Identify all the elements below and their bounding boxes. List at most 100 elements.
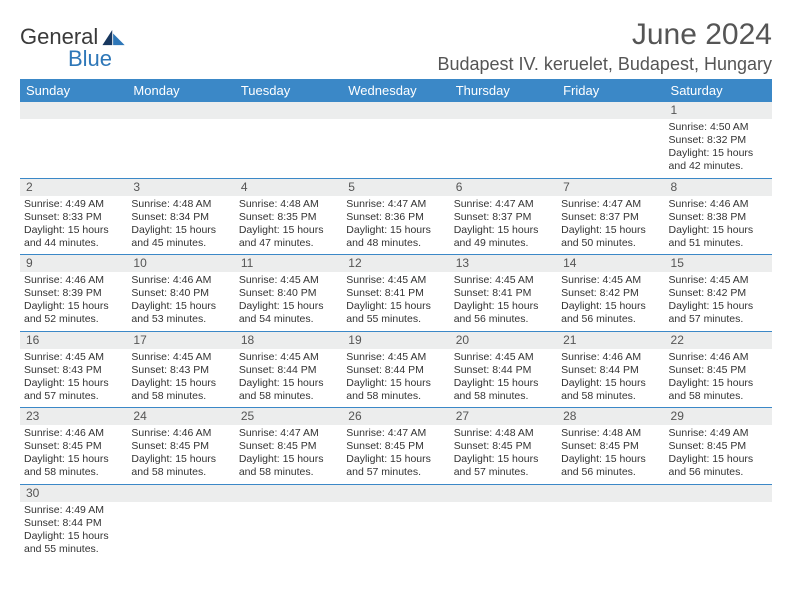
day-number-cell: 1 bbox=[665, 102, 772, 119]
weekday-header: Saturday bbox=[665, 79, 772, 102]
sunrise-text: Sunrise: 4:47 AM bbox=[239, 427, 319, 439]
sunset-text: Sunset: 8:44 PM bbox=[561, 364, 639, 376]
daylight-text: Daylight: 15 hours bbox=[346, 453, 431, 465]
day-number-cell: 4 bbox=[235, 178, 342, 196]
daylight-text-2: and 57 minutes. bbox=[346, 466, 421, 478]
day-detail-cell: Sunrise: 4:47 AMSunset: 8:37 PMDaylight:… bbox=[557, 196, 664, 255]
sunrise-text: Sunrise: 4:45 AM bbox=[24, 351, 104, 363]
calendar-table: SundayMondayTuesdayWednesdayThursdayFrid… bbox=[20, 79, 772, 560]
daylight-text-2: and 56 minutes. bbox=[561, 466, 636, 478]
sunset-text: Sunset: 8:45 PM bbox=[669, 364, 747, 376]
sunrise-text: Sunrise: 4:45 AM bbox=[454, 274, 534, 286]
day-detail-cell: Sunrise: 4:45 AMSunset: 8:41 PMDaylight:… bbox=[450, 272, 557, 331]
sunset-text: Sunset: 8:40 PM bbox=[131, 287, 209, 299]
sunrise-text: Sunrise: 4:46 AM bbox=[669, 351, 749, 363]
sunrise-text: Sunrise: 4:45 AM bbox=[346, 351, 426, 363]
day-number-cell bbox=[127, 102, 234, 119]
day-detail-cell: Sunrise: 4:45 AMSunset: 8:40 PMDaylight:… bbox=[235, 272, 342, 331]
daylight-text-2: and 58 minutes. bbox=[561, 390, 636, 402]
day-number-cell bbox=[342, 484, 449, 502]
day-number-cell bbox=[557, 484, 664, 502]
sunset-text: Sunset: 8:36 PM bbox=[346, 211, 424, 223]
day-detail-cell: Sunrise: 4:46 AMSunset: 8:44 PMDaylight:… bbox=[557, 349, 664, 408]
daylight-text-2: and 58 minutes. bbox=[346, 390, 421, 402]
day-number-cell: 29 bbox=[665, 408, 772, 426]
day-number-cell: 11 bbox=[235, 255, 342, 273]
sunrise-text: Sunrise: 4:46 AM bbox=[24, 274, 104, 286]
daylight-text-2: and 56 minutes. bbox=[669, 466, 744, 478]
daylight-text: Daylight: 15 hours bbox=[346, 300, 431, 312]
daylight-text: Daylight: 15 hours bbox=[239, 224, 324, 236]
title-block: June 2024 Budapest IV. keruelet, Budapes… bbox=[437, 18, 772, 75]
sunrise-text: Sunrise: 4:45 AM bbox=[346, 274, 426, 286]
day-number-cell: 21 bbox=[557, 331, 664, 349]
daylight-text-2: and 56 minutes. bbox=[561, 313, 636, 325]
day-number-cell bbox=[450, 102, 557, 119]
day-detail-cell bbox=[235, 119, 342, 178]
logo: GeneralBlue bbox=[20, 18, 127, 72]
day-detail-cell: Sunrise: 4:48 AMSunset: 8:45 PMDaylight:… bbox=[557, 425, 664, 484]
day-detail-cell: Sunrise: 4:49 AMSunset: 8:44 PMDaylight:… bbox=[20, 502, 127, 561]
sunset-text: Sunset: 8:34 PM bbox=[131, 211, 209, 223]
daylight-text-2: and 48 minutes. bbox=[346, 237, 421, 249]
day-number-cell: 25 bbox=[235, 408, 342, 426]
day-detail-cell: Sunrise: 4:46 AMSunset: 8:45 PMDaylight:… bbox=[127, 425, 234, 484]
day-number-cell: 23 bbox=[20, 408, 127, 426]
sunset-text: Sunset: 8:43 PM bbox=[131, 364, 209, 376]
weekday-header: Wednesday bbox=[342, 79, 449, 102]
day-number-cell: 24 bbox=[127, 408, 234, 426]
sunrise-text: Sunrise: 4:46 AM bbox=[131, 427, 211, 439]
sunset-text: Sunset: 8:44 PM bbox=[454, 364, 532, 376]
daylight-text: Daylight: 15 hours bbox=[24, 453, 109, 465]
sunset-text: Sunset: 8:45 PM bbox=[454, 440, 532, 452]
daylight-text: Daylight: 15 hours bbox=[239, 453, 324, 465]
daylight-text-2: and 47 minutes. bbox=[239, 237, 314, 249]
daylight-text-2: and 50 minutes. bbox=[561, 237, 636, 249]
sunrise-text: Sunrise: 4:49 AM bbox=[669, 427, 749, 439]
day-number-cell bbox=[557, 102, 664, 119]
day-detail-cell: Sunrise: 4:47 AMSunset: 8:45 PMDaylight:… bbox=[342, 425, 449, 484]
sunset-text: Sunset: 8:43 PM bbox=[24, 364, 102, 376]
sunset-text: Sunset: 8:38 PM bbox=[669, 211, 747, 223]
sunset-text: Sunset: 8:45 PM bbox=[561, 440, 639, 452]
daylight-text-2: and 53 minutes. bbox=[131, 313, 206, 325]
day-number-cell bbox=[665, 484, 772, 502]
day-number-cell: 26 bbox=[342, 408, 449, 426]
day-number-cell bbox=[235, 484, 342, 502]
day-number-cell: 5 bbox=[342, 178, 449, 196]
header: GeneralBlue June 2024 Budapest IV. kerue… bbox=[20, 18, 772, 75]
daylight-text: Daylight: 15 hours bbox=[454, 453, 539, 465]
day-detail-cell: Sunrise: 4:45 AMSunset: 8:44 PMDaylight:… bbox=[235, 349, 342, 408]
daylight-text-2: and 58 minutes. bbox=[669, 390, 744, 402]
sunset-text: Sunset: 8:41 PM bbox=[454, 287, 532, 299]
sunset-text: Sunset: 8:44 PM bbox=[346, 364, 424, 376]
daylight-text: Daylight: 15 hours bbox=[131, 224, 216, 236]
day-detail-cell bbox=[127, 119, 234, 178]
day-detail-cell: Sunrise: 4:45 AMSunset: 8:43 PMDaylight:… bbox=[127, 349, 234, 408]
sunset-text: Sunset: 8:42 PM bbox=[669, 287, 747, 299]
sunrise-text: Sunrise: 4:47 AM bbox=[346, 427, 426, 439]
day-number-cell: 18 bbox=[235, 331, 342, 349]
daylight-text: Daylight: 15 hours bbox=[669, 300, 754, 312]
daylight-text-2: and 44 minutes. bbox=[24, 237, 99, 249]
sunrise-text: Sunrise: 4:48 AM bbox=[561, 427, 641, 439]
daylight-text: Daylight: 15 hours bbox=[131, 453, 216, 465]
day-detail-cell bbox=[127, 502, 234, 561]
daylight-text-2: and 57 minutes. bbox=[454, 466, 529, 478]
sunrise-text: Sunrise: 4:45 AM bbox=[131, 351, 211, 363]
calendar-header-row: SundayMondayTuesdayWednesdayThursdayFrid… bbox=[20, 79, 772, 102]
sunset-text: Sunset: 8:35 PM bbox=[239, 211, 317, 223]
day-detail-cell: Sunrise: 4:49 AMSunset: 8:33 PMDaylight:… bbox=[20, 196, 127, 255]
day-number-cell bbox=[450, 484, 557, 502]
sunrise-text: Sunrise: 4:47 AM bbox=[561, 198, 641, 210]
day-detail-cell: Sunrise: 4:47 AMSunset: 8:45 PMDaylight:… bbox=[235, 425, 342, 484]
day-detail-cell: Sunrise: 4:45 AMSunset: 8:43 PMDaylight:… bbox=[20, 349, 127, 408]
location-subtitle: Budapest IV. keruelet, Budapest, Hungary bbox=[437, 54, 772, 75]
sunrise-text: Sunrise: 4:48 AM bbox=[454, 427, 534, 439]
day-number-cell bbox=[20, 102, 127, 119]
sunset-text: Sunset: 8:45 PM bbox=[24, 440, 102, 452]
weekday-header: Tuesday bbox=[235, 79, 342, 102]
day-number-cell bbox=[127, 484, 234, 502]
daylight-text: Daylight: 15 hours bbox=[454, 377, 539, 389]
sunrise-text: Sunrise: 4:45 AM bbox=[561, 274, 641, 286]
